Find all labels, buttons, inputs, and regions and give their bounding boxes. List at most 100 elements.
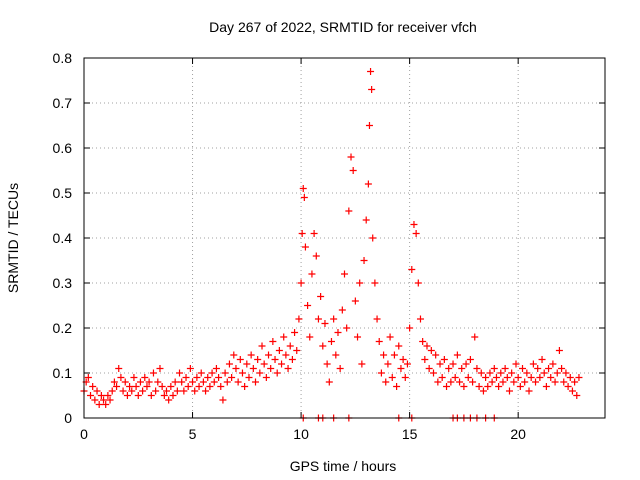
data-point <box>393 383 401 390</box>
data-point <box>456 378 464 386</box>
data-point <box>232 365 240 372</box>
data-point <box>176 369 184 377</box>
data-point <box>564 383 572 390</box>
data-point <box>230 351 238 359</box>
data-point <box>453 351 461 359</box>
data-point <box>308 270 316 278</box>
data-point <box>527 374 535 381</box>
data-point <box>547 374 555 381</box>
data-point <box>573 392 581 399</box>
data-point <box>245 374 253 381</box>
data-point <box>492 374 500 381</box>
data-point <box>560 378 568 386</box>
data-point <box>236 356 244 363</box>
data-point <box>430 369 438 377</box>
y-tick-label: 0.4 <box>53 230 73 246</box>
data-point <box>401 374 409 381</box>
data-point <box>173 387 181 395</box>
data-point <box>117 374 125 381</box>
data-point <box>152 387 160 395</box>
data-point <box>87 392 95 399</box>
data-point <box>221 369 229 377</box>
data-point <box>497 369 505 377</box>
data-point <box>278 360 286 368</box>
data-point <box>338 306 346 314</box>
data-point <box>169 392 177 399</box>
data-point <box>412 230 420 237</box>
data-point <box>516 383 524 390</box>
data-point <box>347 153 355 161</box>
data-point <box>371 279 379 287</box>
data-point <box>286 342 294 350</box>
data-point <box>208 369 216 377</box>
data-point <box>382 378 390 386</box>
data-point <box>256 369 264 377</box>
data-point <box>566 374 574 381</box>
data-point <box>258 342 266 350</box>
data-point <box>473 365 481 372</box>
data-point <box>267 365 275 372</box>
data-point <box>132 383 140 390</box>
data-point <box>466 356 474 363</box>
data-point <box>486 369 494 377</box>
data-point <box>505 387 513 395</box>
data-point <box>108 387 116 395</box>
data-point <box>171 378 179 386</box>
data-point <box>503 374 511 381</box>
data-point <box>532 378 540 386</box>
data-point <box>280 333 288 341</box>
data-point <box>553 369 561 377</box>
data-point <box>301 243 309 251</box>
y-tick-label: 0.7 <box>53 95 73 111</box>
data-point <box>260 360 268 368</box>
data-point <box>432 351 440 359</box>
data-point <box>199 378 207 386</box>
data-point <box>523 369 531 377</box>
data-point <box>206 383 214 390</box>
x-tick-label: 10 <box>293 426 309 442</box>
data-point <box>469 378 477 386</box>
data-point <box>191 387 199 395</box>
data-point <box>284 365 292 372</box>
data-point <box>403 360 411 368</box>
data-point <box>399 356 407 363</box>
data-point <box>545 365 553 372</box>
data-point <box>440 356 448 363</box>
data-point <box>251 378 259 386</box>
data-point <box>128 387 136 395</box>
data-point <box>319 342 327 350</box>
data-point <box>477 369 485 377</box>
data-point <box>300 194 308 201</box>
data-point <box>238 369 246 377</box>
data-point <box>562 369 570 377</box>
data-point <box>215 374 223 381</box>
data-point <box>445 365 453 372</box>
data-point <box>464 374 472 381</box>
data-point <box>104 392 112 399</box>
data-point <box>282 351 290 359</box>
data-point <box>325 378 333 386</box>
y-tick-label: 0.2 <box>53 320 73 336</box>
data-point <box>234 378 242 386</box>
data-point <box>449 360 457 368</box>
data-point <box>373 315 381 323</box>
data-point <box>310 230 318 237</box>
data-point <box>542 383 550 390</box>
data-point <box>336 365 344 372</box>
marks-layer <box>80 68 583 422</box>
data-point <box>367 68 375 75</box>
data-point <box>149 369 157 377</box>
data-point <box>365 122 373 129</box>
data-point <box>479 387 487 395</box>
data-point <box>540 369 548 377</box>
data-point <box>482 374 490 381</box>
data-point <box>568 387 576 395</box>
data-point <box>410 221 418 228</box>
data-point <box>197 369 205 377</box>
data-point <box>306 333 314 341</box>
data-point <box>254 356 262 363</box>
data-point <box>147 392 155 399</box>
data-point <box>419 338 427 345</box>
